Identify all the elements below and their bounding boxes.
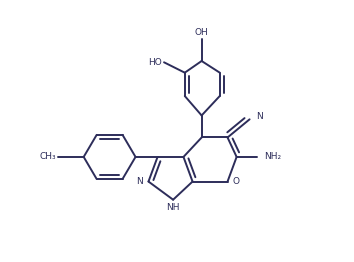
Text: OH: OH	[195, 28, 209, 37]
Text: NH: NH	[166, 204, 180, 212]
Text: HO: HO	[148, 58, 161, 67]
Text: N: N	[256, 112, 263, 121]
Text: NH₂: NH₂	[264, 152, 281, 161]
Text: CH₃: CH₃	[40, 152, 56, 161]
Text: O: O	[233, 177, 240, 186]
Text: N: N	[137, 177, 143, 186]
